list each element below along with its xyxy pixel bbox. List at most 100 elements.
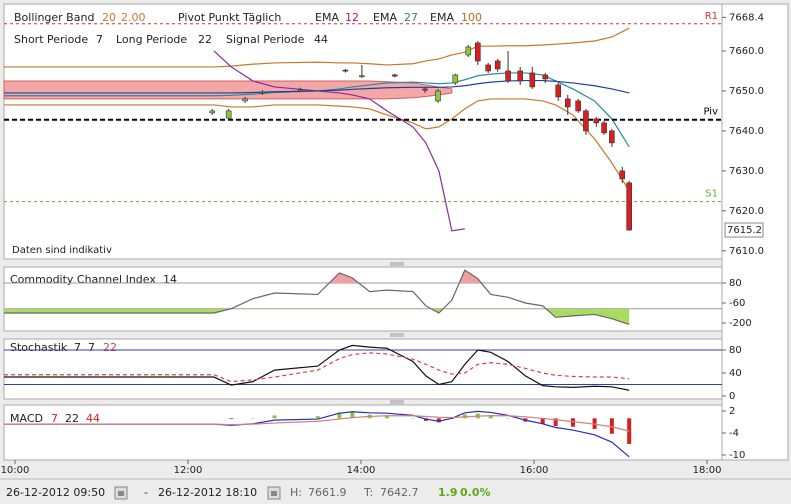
indicator-line	[4, 410, 630, 458]
legend-param: 22	[198, 33, 212, 46]
y-tick-label: 7630.0	[729, 166, 764, 177]
pivot-label: Piv	[703, 107, 718, 118]
panel-param: 22	[103, 341, 117, 354]
legend-label: Pivot Punkt Täglich	[178, 11, 281, 24]
panel-title: MACD	[10, 412, 43, 425]
histogram-bar	[609, 418, 614, 434]
y-tick-label: -60	[729, 298, 745, 309]
candle-body	[209, 110, 216, 114]
candle-body	[225, 110, 232, 119]
histogram-bar	[350, 412, 355, 419]
y-tick-label: 0	[729, 391, 735, 402]
level-fill	[4, 270, 630, 283]
histogram-bar	[540, 418, 545, 424]
candle-body	[465, 46, 472, 56]
indicator-line	[4, 98, 630, 192]
panel-param: 7	[74, 341, 81, 354]
candle-body	[505, 70, 511, 82]
candle-body	[474, 42, 481, 62]
candle-body	[601, 122, 607, 134]
macd-panel	[3, 404, 723, 461]
y-tick-label: 7668.4	[729, 12, 764, 23]
legend-param: 100	[461, 11, 482, 24]
indicator-line	[213, 50, 465, 232]
indicator-line	[4, 269, 630, 325]
legend-label: Signal Periode	[226, 33, 305, 46]
cci-panel	[3, 266, 723, 332]
y-tick-label: 7620.0	[729, 206, 764, 217]
date-to: 26-12-2012 18:10	[158, 486, 257, 499]
indicator-line	[4, 415, 630, 432]
y-tick-label: 80	[729, 278, 742, 289]
candle-body	[517, 70, 523, 82]
change-pct: 0.0%	[460, 486, 491, 499]
legend-label: Short Periode	[14, 33, 88, 46]
change: 1.9	[438, 486, 458, 499]
y-tick-label: -10	[729, 450, 745, 461]
histogram-bar	[272, 415, 277, 419]
candle-body	[259, 91, 266, 94]
legend-label: Long Periode	[116, 33, 187, 46]
candle-body	[435, 90, 441, 102]
x-tick-label: 12:00	[174, 465, 203, 476]
candle-body	[452, 74, 459, 84]
candle-body	[583, 110, 589, 132]
legend-label: EMA	[315, 11, 339, 24]
candle-body	[575, 100, 581, 112]
panel-param: 44	[86, 412, 100, 425]
pivot-label: S1	[705, 189, 718, 200]
indicator-line	[4, 352, 630, 383]
high-label: H:	[290, 486, 302, 499]
y-tick-label: 7640.0	[729, 126, 764, 137]
candle-body	[485, 64, 491, 72]
x-tick-label: 16:00	[520, 465, 549, 476]
indicator-line	[4, 27, 630, 68]
candle-body	[342, 69, 349, 72]
panel-param: 14	[163, 273, 177, 286]
y-tick-label: 2	[729, 406, 735, 417]
legend-param: 44	[314, 33, 328, 46]
candle-body	[555, 84, 562, 98]
stoch-panel	[3, 338, 723, 400]
legend-param: 20	[102, 11, 116, 24]
candle-body	[529, 72, 536, 88]
candle-body	[297, 89, 304, 92]
candle-body	[391, 74, 398, 77]
candle-body	[564, 98, 571, 108]
histogram-bar	[570, 418, 575, 427]
legend-param: 2.00	[121, 11, 146, 24]
indicator-line	[4, 79, 630, 94]
splitters[interactable]	[390, 262, 404, 404]
panel-param: 7	[51, 412, 58, 425]
y-tick-label: 40	[729, 368, 742, 379]
x-tick-label: 10:00	[1, 465, 30, 476]
calendar-button[interactable]	[114, 486, 128, 500]
date-dash: -	[144, 486, 148, 499]
panel-param: 7	[88, 341, 95, 354]
indicator-line	[4, 344, 630, 391]
y-tick-label: 7610.0	[729, 246, 764, 257]
histogram-bar	[384, 415, 389, 419]
calendar-button[interactable]	[267, 486, 281, 500]
panel-title: Commodity Channel Index	[10, 273, 156, 286]
histogram-bar	[315, 416, 320, 419]
date-from: 26-12-2012 09:50	[6, 486, 105, 499]
legend-param: 7	[96, 33, 103, 46]
legend-label: Bollinger Band	[14, 11, 94, 24]
histogram-bar	[436, 418, 441, 423]
y-tick-label: 80	[729, 345, 742, 356]
low-label: T:	[363, 486, 373, 499]
y-tick-label: -4	[729, 428, 739, 439]
legend-param: 12	[345, 11, 359, 24]
last-price: 7615.2	[727, 225, 762, 236]
candle-body	[593, 118, 600, 124]
high-value: 7661.9	[308, 486, 347, 499]
note: Daten sind indikativ	[12, 245, 112, 256]
candle-body	[542, 74, 549, 80]
candle-body	[626, 182, 632, 231]
histogram-bar	[488, 415, 493, 419]
legend-label: EMA	[430, 11, 454, 24]
legend-label: EMA	[373, 11, 397, 24]
candle-body	[422, 88, 428, 91]
